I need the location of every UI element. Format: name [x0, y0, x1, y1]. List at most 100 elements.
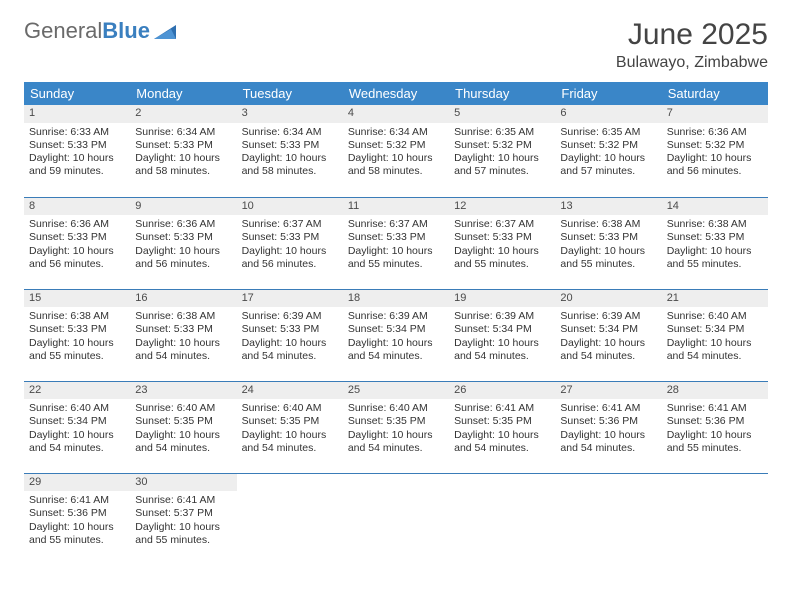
day-content: Sunrise: 6:33 AMSunset: 5:33 PMDaylight:… — [24, 123, 130, 184]
day-number: 4 — [343, 105, 449, 123]
day-number: 17 — [237, 290, 343, 308]
sunrise-text: Sunrise: 6:41 AM — [667, 402, 763, 415]
calendar-day-cell: 24Sunrise: 6:40 AMSunset: 5:35 PMDayligh… — [237, 381, 343, 473]
calendar-day-cell: 3Sunrise: 6:34 AMSunset: 5:33 PMDaylight… — [237, 105, 343, 197]
daylight-text: Daylight: 10 hours and 54 minutes. — [667, 337, 763, 363]
sunrise-text: Sunrise: 6:37 AM — [242, 218, 338, 231]
daylight-text: Daylight: 10 hours and 57 minutes. — [560, 152, 656, 178]
sunset-text: Sunset: 5:35 PM — [454, 415, 550, 428]
sunset-text: Sunset: 5:34 PM — [29, 415, 125, 428]
daylight-text: Daylight: 10 hours and 58 minutes. — [242, 152, 338, 178]
sunset-text: Sunset: 5:35 PM — [348, 415, 444, 428]
sunset-text: Sunset: 5:32 PM — [454, 139, 550, 152]
calendar-day-cell: 7Sunrise: 6:36 AMSunset: 5:32 PMDaylight… — [662, 105, 768, 197]
brand-logo: GeneralBlue — [24, 18, 176, 44]
sunrise-text: Sunrise: 6:37 AM — [454, 218, 550, 231]
calendar-day-cell: 19Sunrise: 6:39 AMSunset: 5:34 PMDayligh… — [449, 289, 555, 381]
sunset-text: Sunset: 5:36 PM — [667, 415, 763, 428]
sunrise-text: Sunrise: 6:40 AM — [242, 402, 338, 415]
day-content: Sunrise: 6:39 AMSunset: 5:34 PMDaylight:… — [449, 307, 555, 368]
day-content: Sunrise: 6:41 AMSunset: 5:36 PMDaylight:… — [662, 399, 768, 460]
calendar-week-row: 1Sunrise: 6:33 AMSunset: 5:33 PMDaylight… — [24, 105, 768, 197]
sunrise-text: Sunrise: 6:40 AM — [29, 402, 125, 415]
day-number: 11 — [343, 198, 449, 216]
day-content: Sunrise: 6:37 AMSunset: 5:33 PMDaylight:… — [343, 215, 449, 276]
page-header: GeneralBlue June 2025 Bulawayo, Zimbabwe — [24, 18, 768, 72]
sunset-text: Sunset: 5:33 PM — [560, 231, 656, 244]
daylight-text: Daylight: 10 hours and 55 minutes. — [29, 337, 125, 363]
daylight-text: Daylight: 10 hours and 57 minutes. — [454, 152, 550, 178]
sunset-text: Sunset: 5:33 PM — [242, 139, 338, 152]
daylight-text: Daylight: 10 hours and 54 minutes. — [348, 337, 444, 363]
sunset-text: Sunset: 5:33 PM — [29, 323, 125, 336]
day-content: Sunrise: 6:41 AMSunset: 5:35 PMDaylight:… — [449, 399, 555, 460]
day-number: 10 — [237, 198, 343, 216]
sunrise-text: Sunrise: 6:38 AM — [560, 218, 656, 231]
weekday-header: Tuesday — [237, 82, 343, 105]
weekday-header: Thursday — [449, 82, 555, 105]
day-content: Sunrise: 6:40 AMSunset: 5:35 PMDaylight:… — [237, 399, 343, 460]
sunrise-text: Sunrise: 6:38 AM — [135, 310, 231, 323]
day-number: 25 — [343, 382, 449, 400]
day-number: 29 — [24, 474, 130, 492]
daylight-text: Daylight: 10 hours and 55 minutes. — [667, 429, 763, 455]
calendar-page: GeneralBlue June 2025 Bulawayo, Zimbabwe… — [0, 0, 792, 583]
daylight-text: Daylight: 10 hours and 55 minutes. — [135, 521, 231, 547]
calendar-day-cell: 17Sunrise: 6:39 AMSunset: 5:33 PMDayligh… — [237, 289, 343, 381]
day-content: Sunrise: 6:38 AMSunset: 5:33 PMDaylight:… — [555, 215, 661, 276]
sunset-text: Sunset: 5:33 PM — [135, 139, 231, 152]
day-number: 1 — [24, 105, 130, 123]
daylight-text: Daylight: 10 hours and 55 minutes. — [667, 245, 763, 271]
day-number: 26 — [449, 382, 555, 400]
day-number: 14 — [662, 198, 768, 216]
daylight-text: Daylight: 10 hours and 54 minutes. — [454, 337, 550, 363]
daylight-text: Daylight: 10 hours and 59 minutes. — [29, 152, 125, 178]
sunset-text: Sunset: 5:36 PM — [560, 415, 656, 428]
brand-part1: General — [24, 18, 102, 44]
day-number: 27 — [555, 382, 661, 400]
sunrise-text: Sunrise: 6:36 AM — [29, 218, 125, 231]
day-content: Sunrise: 6:34 AMSunset: 5:32 PMDaylight:… — [343, 123, 449, 184]
daylight-text: Daylight: 10 hours and 54 minutes. — [29, 429, 125, 455]
day-number: 2 — [130, 105, 236, 123]
sunset-text: Sunset: 5:33 PM — [454, 231, 550, 244]
day-content: Sunrise: 6:35 AMSunset: 5:32 PMDaylight:… — [555, 123, 661, 184]
sunset-text: Sunset: 5:33 PM — [29, 231, 125, 244]
calendar-week-row: 15Sunrise: 6:38 AMSunset: 5:33 PMDayligh… — [24, 289, 768, 381]
day-number: 15 — [24, 290, 130, 308]
calendar-day-cell: 8Sunrise: 6:36 AMSunset: 5:33 PMDaylight… — [24, 197, 130, 289]
calendar-day-cell: 13Sunrise: 6:38 AMSunset: 5:33 PMDayligh… — [555, 197, 661, 289]
sunrise-text: Sunrise: 6:39 AM — [348, 310, 444, 323]
sunset-text: Sunset: 5:34 PM — [667, 323, 763, 336]
calendar-week-row: 29Sunrise: 6:41 AMSunset: 5:36 PMDayligh… — [24, 473, 768, 565]
sunset-text: Sunset: 5:32 PM — [348, 139, 444, 152]
daylight-text: Daylight: 10 hours and 55 minutes. — [560, 245, 656, 271]
daylight-text: Daylight: 10 hours and 55 minutes. — [29, 521, 125, 547]
sunrise-text: Sunrise: 6:39 AM — [454, 310, 550, 323]
calendar-day-cell: 4Sunrise: 6:34 AMSunset: 5:32 PMDaylight… — [343, 105, 449, 197]
calendar-day-cell: 5Sunrise: 6:35 AMSunset: 5:32 PMDaylight… — [449, 105, 555, 197]
calendar-day-cell: 15Sunrise: 6:38 AMSunset: 5:33 PMDayligh… — [24, 289, 130, 381]
title-block: June 2025 Bulawayo, Zimbabwe — [616, 18, 768, 72]
sunrise-text: Sunrise: 6:41 AM — [454, 402, 550, 415]
calendar-day-cell — [237, 473, 343, 565]
day-content: Sunrise: 6:37 AMSunset: 5:33 PMDaylight:… — [237, 215, 343, 276]
calendar-week-row: 22Sunrise: 6:40 AMSunset: 5:34 PMDayligh… — [24, 381, 768, 473]
daylight-text: Daylight: 10 hours and 54 minutes. — [242, 337, 338, 363]
day-content: Sunrise: 6:34 AMSunset: 5:33 PMDaylight:… — [237, 123, 343, 184]
day-number: 5 — [449, 105, 555, 123]
weekday-header-row: Sunday Monday Tuesday Wednesday Thursday… — [24, 82, 768, 105]
daylight-text: Daylight: 10 hours and 54 minutes. — [560, 337, 656, 363]
sunrise-text: Sunrise: 6:36 AM — [135, 218, 231, 231]
weekday-header: Friday — [555, 82, 661, 105]
day-content: Sunrise: 6:40 AMSunset: 5:34 PMDaylight:… — [24, 399, 130, 460]
sunset-text: Sunset: 5:33 PM — [242, 231, 338, 244]
day-content: Sunrise: 6:38 AMSunset: 5:33 PMDaylight:… — [662, 215, 768, 276]
location-subtitle: Bulawayo, Zimbabwe — [616, 54, 768, 72]
calendar-day-cell: 29Sunrise: 6:41 AMSunset: 5:36 PMDayligh… — [24, 473, 130, 565]
day-content: Sunrise: 6:39 AMSunset: 5:34 PMDaylight:… — [555, 307, 661, 368]
sunset-text: Sunset: 5:33 PM — [667, 231, 763, 244]
calendar-day-cell: 20Sunrise: 6:39 AMSunset: 5:34 PMDayligh… — [555, 289, 661, 381]
daylight-text: Daylight: 10 hours and 56 minutes. — [667, 152, 763, 178]
calendar-day-cell: 25Sunrise: 6:40 AMSunset: 5:35 PMDayligh… — [343, 381, 449, 473]
